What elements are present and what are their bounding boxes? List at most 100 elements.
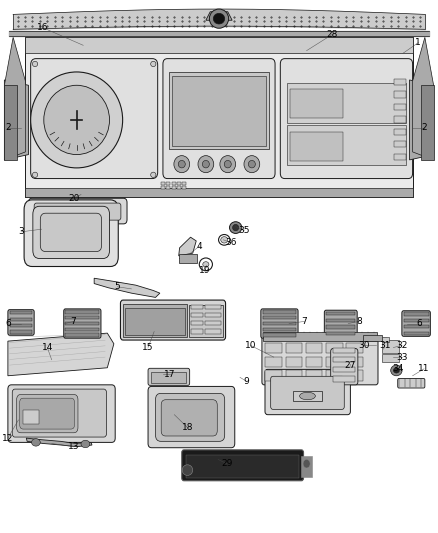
Ellipse shape — [393, 368, 399, 373]
Bar — [189, 305, 223, 337]
Bar — [287, 125, 406, 165]
Bar — [123, 304, 187, 337]
Ellipse shape — [244, 156, 260, 173]
Bar — [186, 455, 299, 478]
FancyBboxPatch shape — [40, 213, 102, 252]
FancyBboxPatch shape — [155, 393, 225, 441]
Bar — [177, 182, 181, 185]
Ellipse shape — [198, 156, 214, 173]
FancyBboxPatch shape — [24, 200, 118, 266]
Bar — [326, 343, 343, 353]
Text: 19: 19 — [199, 266, 211, 275]
Text: 29: 29 — [221, 459, 233, 468]
Bar — [205, 321, 221, 326]
Bar — [169, 72, 269, 149]
Bar — [65, 310, 99, 313]
Bar — [326, 370, 343, 381]
Text: 36: 36 — [226, 238, 237, 247]
Text: 12: 12 — [2, 434, 14, 442]
Bar — [179, 254, 197, 263]
FancyBboxPatch shape — [331, 349, 358, 385]
Text: 31: 31 — [379, 341, 390, 350]
Polygon shape — [410, 80, 434, 160]
Bar — [333, 357, 355, 362]
Bar — [382, 340, 399, 353]
Text: 33: 33 — [396, 353, 408, 361]
Bar — [326, 312, 356, 315]
FancyBboxPatch shape — [8, 310, 34, 335]
Bar — [191, 321, 203, 326]
FancyBboxPatch shape — [324, 310, 357, 337]
Ellipse shape — [391, 365, 402, 376]
Polygon shape — [26, 438, 92, 447]
Text: 6: 6 — [417, 319, 423, 328]
Bar — [326, 319, 356, 322]
Bar — [10, 324, 32, 327]
Text: 7: 7 — [71, 317, 77, 326]
Ellipse shape — [221, 237, 228, 243]
Bar — [286, 357, 302, 367]
Bar — [394, 79, 406, 85]
Text: 14: 14 — [42, 343, 53, 352]
Text: 11: 11 — [418, 365, 430, 373]
Text: 30: 30 — [359, 341, 370, 350]
Ellipse shape — [248, 160, 255, 168]
Bar — [394, 141, 406, 148]
Bar — [346, 357, 363, 367]
Bar — [205, 329, 221, 334]
Bar — [394, 116, 406, 123]
Text: 27: 27 — [345, 361, 356, 369]
Text: 32: 32 — [396, 341, 408, 350]
Bar — [161, 186, 165, 189]
Ellipse shape — [178, 160, 185, 168]
Text: 28: 28 — [326, 30, 338, 39]
Bar — [182, 186, 186, 189]
Ellipse shape — [203, 262, 209, 267]
Polygon shape — [4, 37, 25, 160]
Bar — [182, 182, 186, 185]
FancyBboxPatch shape — [182, 450, 304, 481]
Ellipse shape — [233, 224, 239, 231]
FancyBboxPatch shape — [163, 59, 275, 179]
Bar — [363, 335, 382, 341]
Ellipse shape — [32, 172, 38, 177]
Text: 16: 16 — [37, 23, 49, 32]
Bar — [306, 370, 322, 381]
FancyBboxPatch shape — [265, 369, 350, 415]
Ellipse shape — [151, 61, 156, 67]
Bar — [25, 37, 413, 53]
Bar — [306, 343, 322, 353]
Polygon shape — [179, 237, 196, 256]
Bar — [290, 132, 343, 161]
Ellipse shape — [32, 439, 40, 446]
Bar — [265, 357, 282, 367]
FancyBboxPatch shape — [148, 368, 190, 385]
Bar — [293, 391, 322, 401]
Bar — [263, 322, 296, 325]
Bar — [10, 330, 32, 334]
Bar — [265, 343, 282, 353]
Bar — [65, 316, 99, 319]
FancyBboxPatch shape — [33, 206, 110, 259]
Ellipse shape — [224, 160, 231, 168]
Bar — [191, 305, 203, 309]
Bar — [333, 348, 355, 353]
Bar — [290, 89, 343, 118]
Text: 35: 35 — [239, 226, 250, 235]
Bar — [404, 332, 428, 335]
Bar — [346, 370, 363, 381]
Bar — [166, 186, 170, 189]
Bar — [326, 357, 343, 367]
Bar — [382, 337, 389, 342]
Bar — [172, 182, 176, 185]
Bar — [205, 305, 221, 309]
Bar — [301, 456, 312, 477]
FancyBboxPatch shape — [262, 336, 378, 385]
Polygon shape — [8, 333, 114, 376]
Bar — [205, 313, 221, 317]
FancyBboxPatch shape — [28, 198, 127, 224]
Ellipse shape — [202, 160, 209, 168]
Bar — [65, 334, 99, 337]
Text: 15: 15 — [142, 343, 154, 352]
Bar — [65, 328, 99, 331]
